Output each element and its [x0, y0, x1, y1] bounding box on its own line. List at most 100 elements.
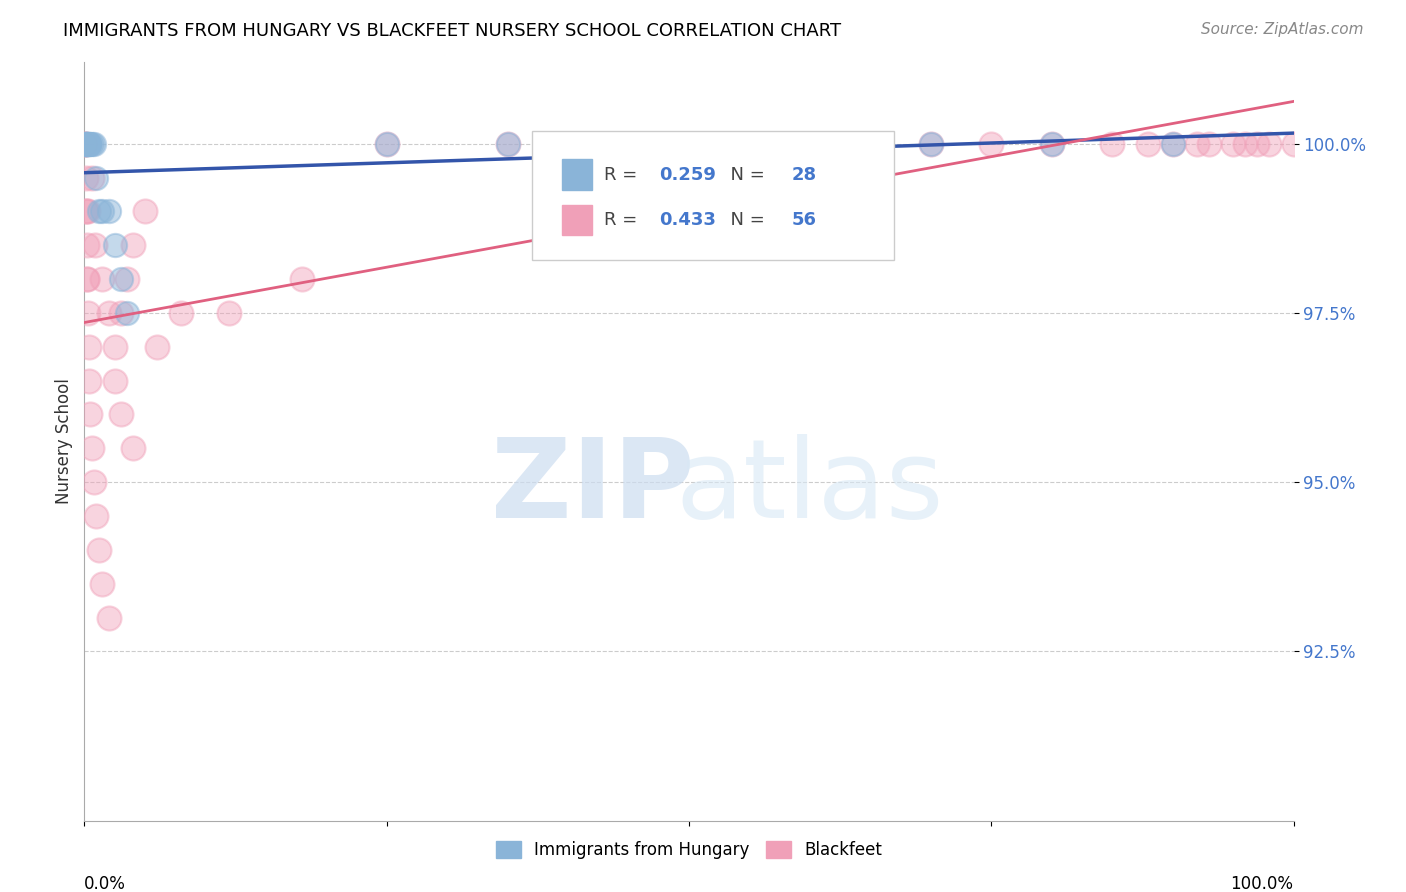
- Point: [1258, 136, 1281, 151]
- Point: [79, 136, 101, 151]
- Point: [146, 340, 169, 354]
- Text: 0.259: 0.259: [659, 166, 716, 184]
- Point: [76, 136, 98, 151]
- Point: [110, 272, 132, 286]
- Point: [218, 306, 240, 320]
- Point: [86, 508, 108, 523]
- Point: [134, 204, 156, 219]
- Point: [1198, 136, 1220, 151]
- Bar: [562, 205, 592, 235]
- Text: 100.0%: 100.0%: [1230, 875, 1294, 892]
- Y-axis label: Nursery School: Nursery School: [55, 378, 73, 505]
- Point: [75, 204, 97, 219]
- Point: [980, 136, 1002, 151]
- Legend: Immigrants from Hungary, Blackfeet: Immigrants from Hungary, Blackfeet: [489, 834, 889, 865]
- Point: [799, 136, 821, 151]
- Point: [738, 136, 761, 151]
- Bar: [562, 160, 592, 190]
- Point: [77, 306, 100, 320]
- Point: [375, 136, 398, 151]
- Point: [91, 576, 114, 591]
- Point: [97, 306, 120, 320]
- Point: [77, 136, 100, 151]
- Point: [110, 408, 132, 422]
- Text: ZIP: ZIP: [491, 434, 695, 541]
- Point: [496, 136, 519, 151]
- Point: [97, 610, 120, 624]
- Point: [1101, 136, 1123, 151]
- Text: R =: R =: [605, 166, 644, 184]
- Point: [77, 204, 100, 219]
- Point: [84, 238, 107, 252]
- Text: 56: 56: [792, 211, 817, 229]
- Point: [75, 136, 97, 151]
- Point: [110, 306, 132, 320]
- Text: 0.0%: 0.0%: [84, 875, 127, 892]
- Point: [1040, 136, 1063, 151]
- Point: [75, 136, 97, 151]
- Point: [75, 136, 97, 151]
- Point: [121, 442, 143, 456]
- Point: [115, 272, 138, 286]
- Point: [678, 136, 700, 151]
- Point: [859, 136, 882, 151]
- Point: [104, 374, 127, 388]
- Point: [678, 136, 700, 151]
- Text: R =: R =: [605, 211, 644, 229]
- Text: IMMIGRANTS FROM HUNGARY VS BLACKFEET NURSERY SCHOOL CORRELATION CHART: IMMIGRANTS FROM HUNGARY VS BLACKFEET NUR…: [63, 22, 841, 40]
- Point: [115, 306, 138, 320]
- Point: [83, 475, 105, 490]
- Text: 28: 28: [792, 166, 817, 184]
- Point: [1161, 136, 1184, 151]
- Point: [375, 136, 398, 151]
- Point: [80, 442, 103, 456]
- Text: atlas: atlas: [676, 434, 943, 541]
- Point: [73, 136, 96, 151]
- Point: [87, 542, 110, 557]
- Point: [75, 136, 97, 151]
- Text: N =: N =: [720, 211, 770, 229]
- Point: [1040, 136, 1063, 151]
- Point: [76, 136, 98, 151]
- Text: N =: N =: [720, 166, 770, 184]
- Point: [76, 238, 98, 252]
- Point: [83, 136, 105, 151]
- Point: [91, 272, 114, 286]
- Point: [920, 136, 942, 151]
- Point: [617, 136, 640, 151]
- Point: [1234, 136, 1257, 151]
- Point: [799, 136, 821, 151]
- Point: [1222, 136, 1244, 151]
- Point: [1282, 136, 1305, 151]
- Point: [920, 136, 942, 151]
- Point: [86, 170, 108, 185]
- Point: [76, 272, 98, 286]
- Point: [1161, 136, 1184, 151]
- Point: [1137, 136, 1160, 151]
- Point: [79, 408, 101, 422]
- Point: [1246, 136, 1268, 151]
- Point: [121, 238, 143, 252]
- Point: [75, 170, 97, 185]
- Point: [104, 238, 127, 252]
- Point: [97, 204, 120, 219]
- Point: [80, 170, 103, 185]
- Point: [1185, 136, 1208, 151]
- Point: [73, 136, 96, 151]
- Point: [77, 374, 100, 388]
- Point: [77, 340, 100, 354]
- Text: Source: ZipAtlas.com: Source: ZipAtlas.com: [1201, 22, 1364, 37]
- Point: [104, 340, 127, 354]
- Text: 0.433: 0.433: [659, 211, 716, 229]
- Point: [76, 272, 98, 286]
- Point: [76, 136, 98, 151]
- Point: [496, 136, 519, 151]
- Point: [80, 136, 103, 151]
- Point: [557, 136, 579, 151]
- Point: [170, 306, 193, 320]
- Point: [91, 204, 114, 219]
- Point: [75, 136, 97, 151]
- Point: [75, 204, 97, 219]
- Point: [291, 272, 314, 286]
- Point: [77, 136, 100, 151]
